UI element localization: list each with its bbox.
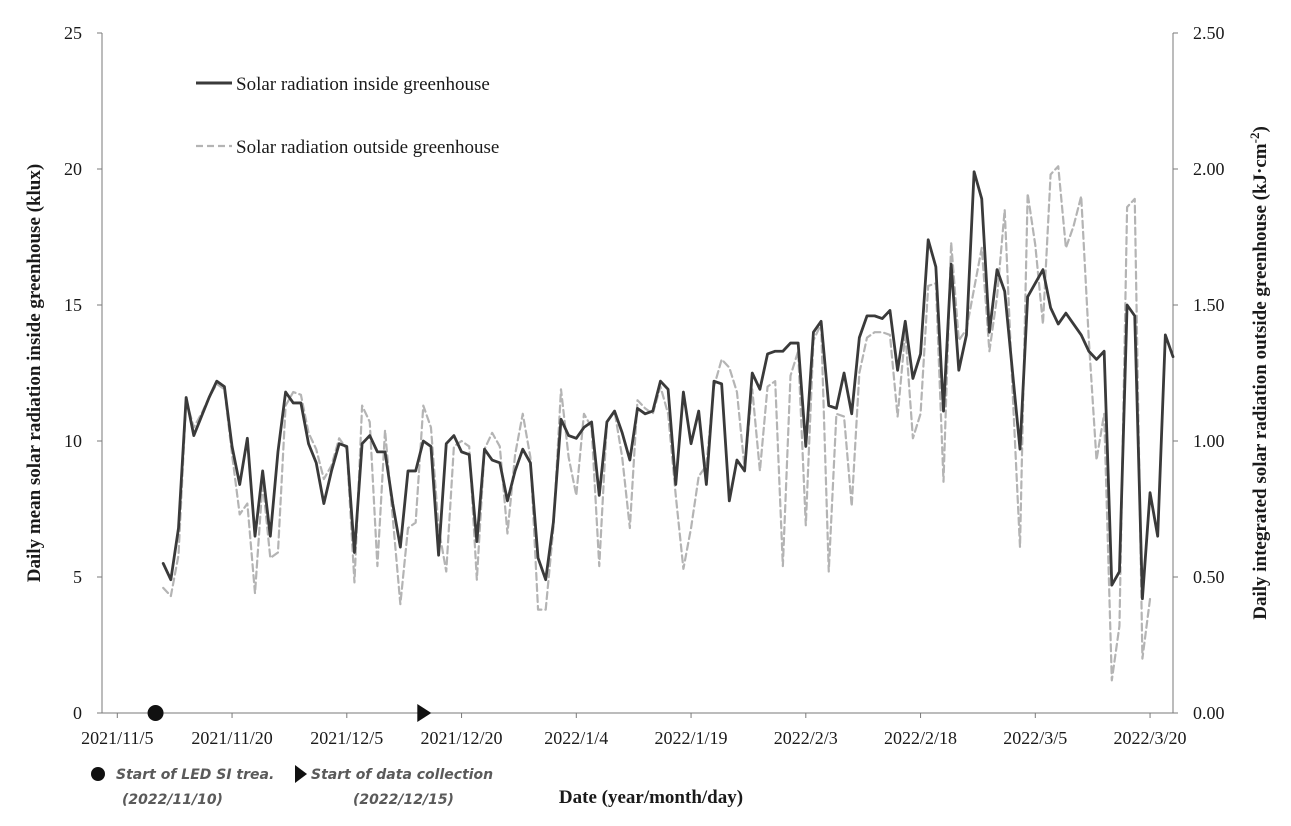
y-tick-label: 25 — [64, 23, 82, 43]
x-tick-label: 2021/12/5 — [310, 728, 383, 748]
led-start-marker — [147, 705, 164, 721]
y-tick-label: 15 — [64, 295, 82, 315]
x-tick-label: 2022/2/18 — [884, 728, 957, 748]
data-collection-start-marker — [417, 704, 432, 722]
y2-axis-title-main: Daily integrated solar radiation outside… — [1250, 143, 1271, 620]
y-tick-label: 20 — [64, 159, 82, 179]
series-line-outside — [162, 165, 1152, 682]
x-tick-label: 2022/3/20 — [1114, 728, 1187, 748]
y2-tick-label: 2.50 — [1193, 23, 1225, 43]
note-triangle-marker — [295, 765, 307, 783]
note-led-line1: Start of LED SI trea. — [116, 767, 274, 783]
x-tick-label: 2022/3/5 — [1003, 728, 1067, 748]
note-data-line1: Start of data collection — [311, 767, 493, 783]
annotation-notes: Start of LED SI trea. (2022/11/10) Start… — [91, 765, 493, 808]
annotation-markers — [147, 704, 432, 722]
x-tick-label: 2021/11/5 — [81, 728, 153, 748]
y-tick-label: 10 — [64, 431, 82, 451]
legend-label-outside: Solar radiation outside greenhouse — [236, 137, 499, 158]
y2-axis-title-sup: -2 — [1247, 133, 1262, 144]
x-tick-label: 2022/1/4 — [544, 728, 608, 748]
series-line-inside — [161, 170, 1175, 601]
y-tick-label: 5 — [73, 567, 82, 587]
y2-axis-ticks: 0.00 0.50 1.00 1.50 2.00 2.50 — [1173, 23, 1225, 723]
y2-tick-label: 1.50 — [1193, 295, 1225, 315]
y-tick-label: 0 — [73, 703, 82, 723]
y2-tick-label: 2.00 — [1193, 159, 1225, 179]
series-layer — [161, 165, 1175, 682]
y2-tick-label: 0.50 — [1193, 567, 1225, 587]
y2-axis-title-close: ) — [1250, 126, 1271, 132]
legend: Solar radiation inside greenhouse Solar … — [196, 74, 499, 158]
x-tick-label: 2022/2/3 — [774, 728, 838, 748]
plot-frame — [101, 33, 1174, 714]
y2-tick-label: 0.00 — [1193, 703, 1225, 723]
note-data-line2: (2022/12/15) — [353, 792, 454, 808]
legend-label-inside: Solar radiation inside greenhouse — [236, 74, 490, 95]
note-led-line2: (2022/11/10) — [122, 792, 223, 808]
y-axis-ticks: 0 5 10 15 20 25 — [64, 23, 102, 723]
x-tick-label: 2022/1/19 — [655, 728, 728, 748]
note-circle-marker — [91, 767, 105, 781]
x-axis-ticks: 2021/11/5 2021/11/20 2021/12/5 2021/12/20 20… — [81, 713, 1187, 748]
x-tick-label: 2021/11/20 — [191, 728, 272, 748]
y2-axis-title: Daily integrated solar radiation outside… — [1247, 126, 1271, 620]
x-axis-title: Date (year/month/day) — [559, 787, 743, 808]
y2-tick-label: 1.00 — [1193, 431, 1225, 451]
y-axis-title: Daily mean solar radiation inside greenh… — [24, 164, 45, 582]
x-tick-label: 2021/12/20 — [421, 728, 503, 748]
